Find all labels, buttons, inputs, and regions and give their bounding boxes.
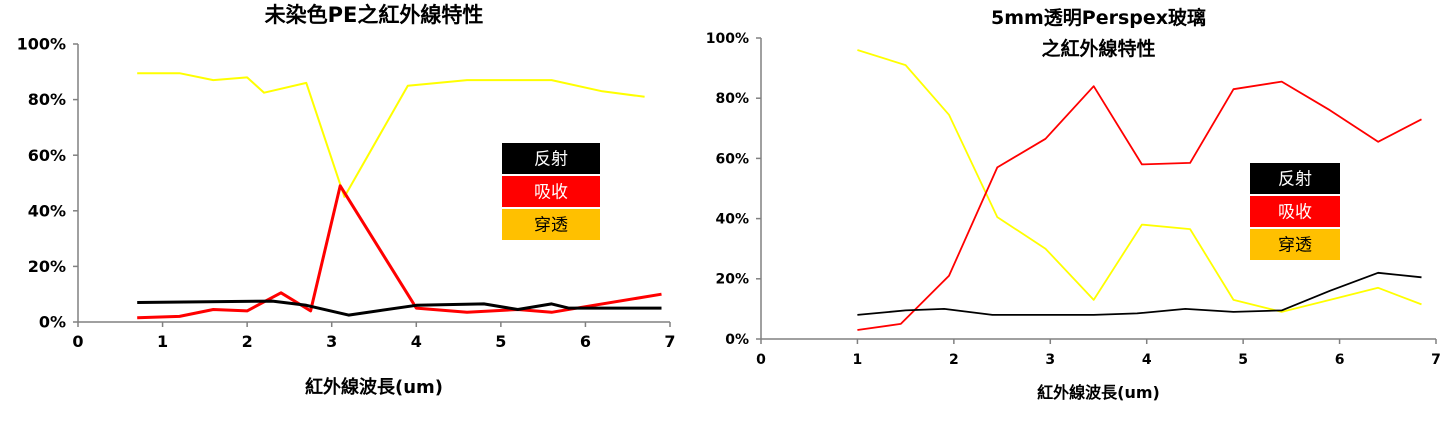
series-line-reflection bbox=[857, 271, 1422, 316]
y-tick-label: 60% bbox=[28, 146, 66, 165]
x-tick-label: 1 bbox=[157, 332, 168, 351]
x-tick-label: 5 bbox=[495, 332, 506, 351]
y-tick-label: 40% bbox=[715, 212, 749, 228]
y-tick-label: 0% bbox=[39, 313, 66, 332]
x-tick-label: 6 bbox=[1335, 352, 1345, 368]
x-tick-label: 1 bbox=[853, 352, 863, 368]
series-line-absorption bbox=[137, 184, 662, 320]
legend-label: 反射 bbox=[534, 150, 568, 170]
legend-swatch bbox=[502, 176, 600, 207]
legend-swatch bbox=[1250, 196, 1340, 227]
chart-subtitle: 之紅外線特性 bbox=[1041, 37, 1155, 60]
chart-pe: 未染色PE之紅外線特性 0% 20% 40% 60% 80% 100% 0 1 2 3 4 5 6 7 紅外線… bbox=[17, 3, 676, 398]
x-tick-label: 4 bbox=[411, 332, 422, 351]
legend-label: 穿透 bbox=[1278, 236, 1312, 256]
x-tick-label: 5 bbox=[1238, 352, 1248, 368]
legend-swatch bbox=[502, 143, 600, 174]
y-tick-label: 20% bbox=[715, 272, 749, 288]
x-tick-label: 2 bbox=[242, 332, 253, 351]
chart-title: 5mm透明Perspex玻璃 bbox=[991, 6, 1206, 29]
chart-panel-pe: 未染色PE之紅外線特性 0% 20% 40% 60% 80% 100% 0 1 2 3 4 5 6 7 紅外線… bbox=[0, 0, 700, 424]
legend-label: 反射 bbox=[1278, 170, 1312, 190]
x-tick-label: 4 bbox=[1142, 352, 1152, 368]
legend-label: 吸收 bbox=[1278, 203, 1312, 223]
y-tick-label: 0% bbox=[725, 332, 749, 348]
series-line-transmission bbox=[137, 72, 645, 198]
series-line-reflection bbox=[137, 299, 662, 317]
legend-swatch bbox=[502, 209, 600, 240]
y-tick-label: 100% bbox=[17, 35, 66, 54]
chart-panel-perspex: 5mm透明Perspex玻璃 之紅外線特性 0% 20% 40% 60% 80% 100% 0 1… bbox=[700, 0, 1450, 424]
x-tick-label: 3 bbox=[326, 332, 337, 351]
x-tick-label: 7 bbox=[1431, 352, 1441, 368]
series-line-transmission bbox=[857, 49, 1422, 313]
x-axis-label: 紅外線波長(um) bbox=[305, 376, 443, 398]
x-tick-label: 2 bbox=[949, 352, 959, 368]
x-tick-label: 0 bbox=[72, 332, 83, 351]
chart-title: 未染色PE之紅外線特性 bbox=[265, 3, 484, 27]
y-tick-label: 100% bbox=[706, 31, 749, 47]
y-tick-label: 20% bbox=[28, 257, 66, 276]
series-line-absorption bbox=[857, 80, 1422, 331]
x-tick-label: 7 bbox=[664, 332, 675, 351]
y-tick-label: 80% bbox=[715, 91, 749, 107]
y-tick-label: 40% bbox=[28, 201, 66, 220]
x-axis-label: 紅外線波長(um) bbox=[1037, 383, 1160, 402]
x-tick-label: 6 bbox=[580, 332, 591, 351]
legend-label: 穿透 bbox=[534, 216, 568, 236]
x-tick-label: 0 bbox=[756, 352, 766, 368]
legend-label: 吸收 bbox=[534, 183, 568, 203]
legend-swatch bbox=[1250, 163, 1340, 194]
x-tick-label: 3 bbox=[1045, 352, 1055, 368]
legend-swatch bbox=[1250, 229, 1340, 260]
y-tick-label: 80% bbox=[28, 90, 66, 109]
y-tick-label: 60% bbox=[715, 151, 749, 167]
